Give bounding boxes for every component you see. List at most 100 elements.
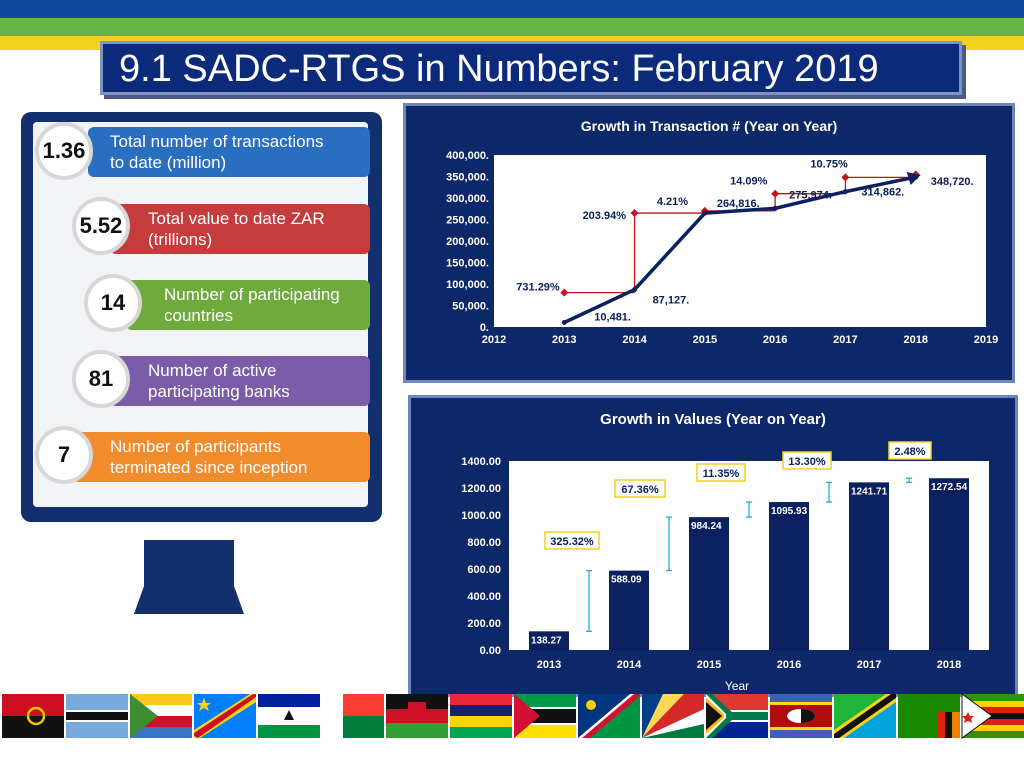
stat-value-total-value: 5.52 (72, 197, 130, 255)
growth-label: 67.36% (621, 484, 659, 496)
line-chart-title: Growth in Transaction # (Year on Year) (580, 118, 838, 134)
y-tick-label: 300,000. (446, 193, 489, 205)
bar-chart: 0.00 200.00 400.00 600.00 800.00 1000.00 1200.… (461, 441, 989, 693)
line-chart: 0. 50,000. 100,000. 150,000. 200,000. 250,000… (446, 150, 998, 346)
bar-value-label: 984.24 (691, 521, 722, 532)
flag-mozambique-icon (514, 694, 576, 738)
stat-value-terminated: 7 (35, 426, 93, 484)
growth-label: 14.09% (730, 176, 768, 188)
x-tick-label: 2016 (777, 659, 801, 671)
stat-label-line1: Number of participants (110, 437, 282, 456)
stat-label-line1: Number of active (148, 361, 277, 380)
transaction-value-label: 314,862. (861, 187, 904, 199)
transaction-value-label: 348,720. (931, 176, 974, 188)
y-tick-label: 200,000. (446, 236, 489, 248)
y-tick-label: 800.00 (467, 537, 501, 549)
growth-label: 10.75% (810, 158, 848, 170)
bar-value-label: 138.27 (531, 635, 562, 646)
stat-label-line1: Total number of transactions (110, 132, 324, 151)
x-tick-label: 2015 (697, 659, 721, 671)
line-chart-panel: Growth in Transaction # (Year on Year) 0… (403, 103, 1015, 383)
growth-label-box (614, 479, 666, 498)
stat-bar-countries: Number of participating countries (126, 280, 370, 330)
bar-value-label: 588.09 (611, 575, 642, 586)
sadc-flags (2, 693, 1024, 739)
flag-comoros-icon (130, 694, 192, 738)
stat-label-line1: Total value to date ZAR (148, 209, 325, 228)
stat-value-countries: 14 (84, 274, 142, 332)
stat-bar-value: Total value to date ZAR (trillions) (110, 204, 370, 254)
bar-value-label: 1241.71 (851, 486, 888, 497)
transaction-line (563, 175, 917, 325)
flag-zambia-icon (898, 694, 960, 738)
stat-label-line2: terminated since inception (110, 458, 308, 477)
stat-label-line2: to date (million) (110, 153, 227, 172)
x-tick-label: 2018 (903, 334, 927, 346)
bar-chart-panel: Growth in Values (Year on Year) 0.00 200.… (408, 395, 1018, 697)
x-tick-label: 2014 (622, 334, 647, 346)
monitor-stand (134, 540, 244, 614)
transaction-value-label: 275,974. (789, 189, 832, 201)
flag-namibia-icon (578, 694, 640, 738)
transaction-point (561, 319, 567, 325)
bar-plot-area (509, 461, 989, 650)
growth-marker (841, 173, 850, 182)
transaction-value-label: 87,127. (653, 295, 690, 307)
growth-label: 11.35% (703, 468, 740, 480)
x-tick-label: 2013 (552, 334, 576, 346)
y-tick-label: 200.00 (467, 618, 501, 630)
x-tick-label: 2017 (857, 659, 881, 671)
y-tick-label: 400,000. (446, 150, 489, 162)
stat-bar-transactions: Total number of transactions to date (mi… (88, 127, 370, 177)
growth-label: 203.94% (583, 210, 627, 222)
stat-value-transactions: 1.36 (35, 122, 93, 180)
stat-bar-terminated: Number of participants terminated since … (72, 432, 370, 482)
y-tick-label: 350,000. (446, 172, 489, 184)
growth-label-box (696, 463, 746, 482)
flag-angola-icon (2, 694, 64, 738)
value-bar (609, 570, 649, 650)
value-bar (529, 631, 569, 650)
top-green-stripe (0, 18, 1024, 36)
x-tick-label: 2014 (617, 659, 642, 671)
flag-malawi-icon (386, 694, 448, 738)
growth-marker (630, 209, 639, 218)
x-tick-label: 2018 (937, 659, 961, 671)
arrow-head-icon (906, 172, 921, 186)
flag-drcongo-icon (194, 694, 256, 738)
growth-label: 2.48% (894, 446, 925, 458)
value-bar (769, 502, 809, 650)
stat-value-banks: 81 (72, 350, 130, 408)
title-banner: 9.1 SADC-RTGS in Numbers: February 2019 (100, 41, 962, 95)
x-tick-label: 2015 (693, 334, 717, 346)
y-tick-label: 250,000. (446, 215, 489, 227)
transaction-point (702, 210, 708, 216)
stat-label-line2: countries (164, 306, 233, 325)
transaction-value-label: 10,481. (594, 311, 631, 323)
y-tick-label: 600.00 (467, 564, 501, 576)
x-tick-label: 2012 (482, 334, 506, 346)
y-tick-label: 1400.00 (461, 456, 501, 468)
y-tick-label: 1000.00 (461, 510, 501, 522)
y-tick-label: 150,000. (446, 258, 489, 270)
stat-label-line2: (trillions) (148, 230, 213, 249)
transaction-value-label: 264,816. (717, 198, 760, 210)
growth-marker (771, 189, 780, 198)
y-tick-label: 0.00 (480, 645, 501, 657)
growth-marker (560, 288, 569, 297)
flags-strip (0, 692, 1024, 740)
y-tick-label: 100,000. (446, 279, 489, 291)
value-bar (689, 517, 729, 650)
value-bar (929, 478, 969, 650)
bar-value-label: 1272.54 (931, 482, 968, 493)
flag-botswana-icon (66, 694, 128, 738)
value-bar (849, 482, 889, 650)
transaction-point (632, 287, 638, 293)
flag-eswatini-icon (770, 694, 832, 738)
flag-mauritius-icon (450, 694, 512, 738)
growth-label: 731.29% (516, 282, 560, 294)
growth-label: 4.21% (657, 196, 688, 208)
top-blue-stripe (0, 0, 1024, 18)
x-axis-title: Year (725, 679, 749, 693)
y-tick-label: 1200.00 (461, 483, 501, 495)
